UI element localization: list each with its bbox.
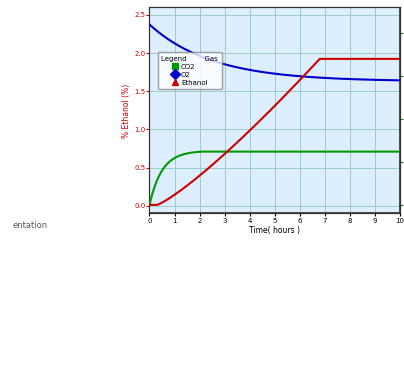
Text: entation: entation [12,221,47,230]
Y-axis label: % Ethanol (%): % Ethanol (%) [122,83,131,138]
Bar [149,7,400,213]
Legend: CO2, O2, Ethanol: CO2, O2, Ethanol [158,52,222,89]
X-axis label: Time( hours ): Time( hours ) [249,226,300,236]
